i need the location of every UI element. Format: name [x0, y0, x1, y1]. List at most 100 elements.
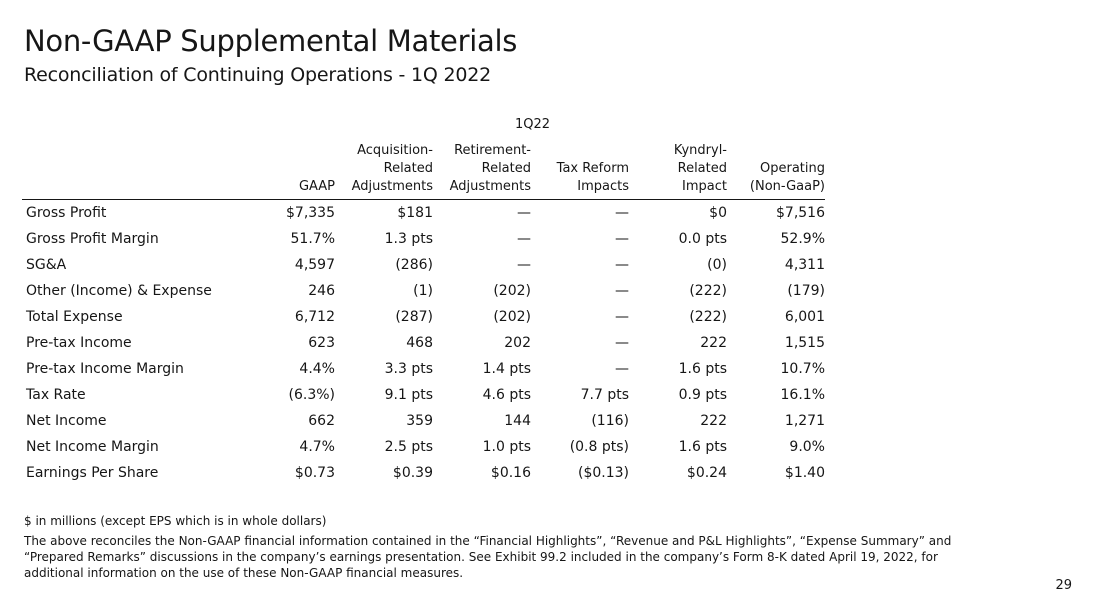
column-header-line: (Non-GaaP) — [749, 179, 825, 194]
cell-gaap: 246 — [308, 283, 335, 299]
cell-tax-reform: (0.8 pts) — [569, 439, 629, 455]
cell-gaap: 51.7% — [290, 231, 335, 247]
cell-retirement: $0.16 — [490, 465, 531, 481]
footnotes: $ in millions (except EPS which is in wh… — [24, 513, 984, 581]
cell-retirement: — — [517, 257, 531, 273]
table-row: Pre-tax Income 623 468 202 — 222 1,515 — [22, 330, 825, 356]
cell-gaap: 4.7% — [299, 439, 335, 455]
units-note: $ in millions (except EPS which is in wh… — [24, 514, 327, 528]
cell-kyndryl: (222) — [689, 283, 727, 299]
row-label: Tax Rate — [26, 387, 86, 403]
cell-acquisition: 2.5 pts — [384, 439, 433, 455]
cell-retirement: (202) — [493, 309, 531, 325]
cell-operating: (179) — [787, 283, 825, 299]
cell-retirement: — — [517, 231, 531, 247]
page-title: Non-GAAP Supplemental Materials — [24, 24, 518, 58]
cell-retirement: 144 — [504, 413, 531, 429]
column-header-retirement: Retirement- Related Adjustments — [433, 142, 531, 200]
table-header-row: GAAP Acquisition- Related Adjustments Retire… — [22, 142, 825, 200]
cell-operating: 10.7% — [780, 361, 825, 377]
cell-acquisition: (1) — [413, 283, 433, 299]
cell-operating: 6,001 — [784, 309, 825, 325]
cell-retirement: (202) — [493, 283, 531, 299]
column-header-line: Impact — [682, 179, 727, 194]
period-label: 1Q22 — [514, 117, 551, 132]
table-row: Net Income 662 359 144 (116) 222 1,271 — [22, 408, 825, 434]
row-label: Net Income Margin — [26, 439, 159, 455]
cell-tax-reform: — — [615, 257, 629, 273]
cell-gaap: 623 — [308, 335, 335, 351]
table-row: Other (Income) & Expense 246 (1) (202) — (222… — [22, 278, 825, 304]
cell-gaap: 662 — [308, 413, 335, 429]
cell-operating: $1.40 — [784, 465, 825, 481]
cell-tax-reform: — — [615, 309, 629, 325]
cell-kyndryl: (0) — [707, 257, 727, 273]
cell-operating: 4,311 — [784, 257, 825, 273]
row-label: Other (Income) & Expense — [26, 283, 212, 299]
row-label: Gross Profit Margin — [26, 231, 159, 247]
cell-tax-reform: — — [615, 361, 629, 377]
cell-retirement: 202 — [504, 335, 531, 351]
cell-operating: 16.1% — [780, 387, 825, 403]
column-header-line: Adjustments — [351, 179, 433, 194]
cell-gaap: (6.3%) — [288, 387, 336, 403]
cell-tax-reform: — — [615, 231, 629, 247]
cell-operating: 1,515 — [784, 335, 825, 351]
cell-acquisition: 3.3 pts — [384, 361, 433, 377]
column-header-line: Impacts — [577, 179, 629, 194]
row-label: Gross Profit — [26, 205, 107, 221]
row-label: Total Expense — [26, 309, 123, 325]
cell-tax-reform: 7.7 pts — [580, 387, 629, 403]
column-header-line: Related — [383, 161, 433, 176]
column-header-line: Adjustments — [449, 179, 531, 194]
table-row: SG&A 4,597 (286) — — (0) 4,311 — [22, 252, 825, 278]
cell-gaap: 4,597 — [294, 257, 335, 273]
label-column-header — [22, 142, 236, 200]
cell-acquisition: $181 — [397, 205, 433, 221]
cell-retirement: — — [517, 205, 531, 221]
row-label: Pre-tax Income — [26, 335, 132, 351]
column-header-line: Retirement- — [454, 143, 531, 158]
cell-kyndryl: 1.6 pts — [678, 361, 727, 377]
page-subtitle: Reconciliation of Continuing Operations … — [24, 64, 492, 86]
cell-kyndryl: (222) — [689, 309, 727, 325]
column-header-line: Kyndryl- — [673, 143, 727, 158]
column-header-line: Related — [677, 161, 727, 176]
cell-tax-reform: — — [615, 283, 629, 299]
row-label: Net Income — [26, 413, 107, 429]
cell-retirement: 1.0 pts — [482, 439, 531, 455]
cell-retirement: 4.6 pts — [482, 387, 531, 403]
cell-acquisition: 1.3 pts — [384, 231, 433, 247]
column-header-line: Operating — [760, 161, 825, 176]
cell-tax-reform: (116) — [591, 413, 629, 429]
row-label: Pre-tax Income Margin — [26, 361, 184, 377]
column-header-operating: Operating (Non-GaaP) — [727, 142, 825, 200]
table-row: Earnings Per Share $0.73 $0.39 $0.16 ($0.13)… — [22, 460, 825, 486]
cell-tax-reform: — — [615, 205, 629, 221]
table-row: Gross Profit $7,335 $181 — — $0 $7,516 — [22, 200, 825, 227]
column-header-kyndryl: Kyndryl- Related Impact — [629, 142, 727, 200]
column-header-line: GAAP — [298, 179, 335, 194]
column-header-acquisition: Acquisition- Related Adjustments — [335, 142, 433, 200]
table-row: Total Expense 6,712 (287) (202) — (222) 6,001 — [22, 304, 825, 330]
cell-kyndryl: $0 — [709, 205, 727, 221]
cell-acquisition: $0.39 — [392, 465, 433, 481]
column-header-line: Related — [481, 161, 531, 176]
cell-acquisition: 359 — [406, 413, 433, 429]
table-row: Gross Profit Margin 51.7% 1.3 pts — — 0.0 pts… — [22, 226, 825, 252]
column-header-gaap: GAAP — [236, 142, 335, 200]
column-header-line: Acquisition- — [357, 143, 433, 158]
cell-tax-reform: ($0.13) — [577, 465, 629, 481]
row-label: SG&A — [26, 257, 67, 273]
reconciliation-table: GAAP Acquisition- Related Adjustments Retire… — [22, 142, 825, 486]
cell-acquisition: 468 — [406, 335, 433, 351]
cell-acquisition: (286) — [395, 257, 433, 273]
cell-retirement: 1.4 pts — [482, 361, 531, 377]
cell-kyndryl: 0.0 pts — [678, 231, 727, 247]
cell-kyndryl: 222 — [700, 335, 727, 351]
cell-gaap: $7,335 — [286, 205, 335, 221]
reconciliation-description: The above reconciles the Non-GAAP financ… — [24, 534, 952, 580]
cell-kyndryl: 222 — [700, 413, 727, 429]
cell-operating: 9.0% — [789, 439, 825, 455]
cell-gaap: 4.4% — [299, 361, 335, 377]
